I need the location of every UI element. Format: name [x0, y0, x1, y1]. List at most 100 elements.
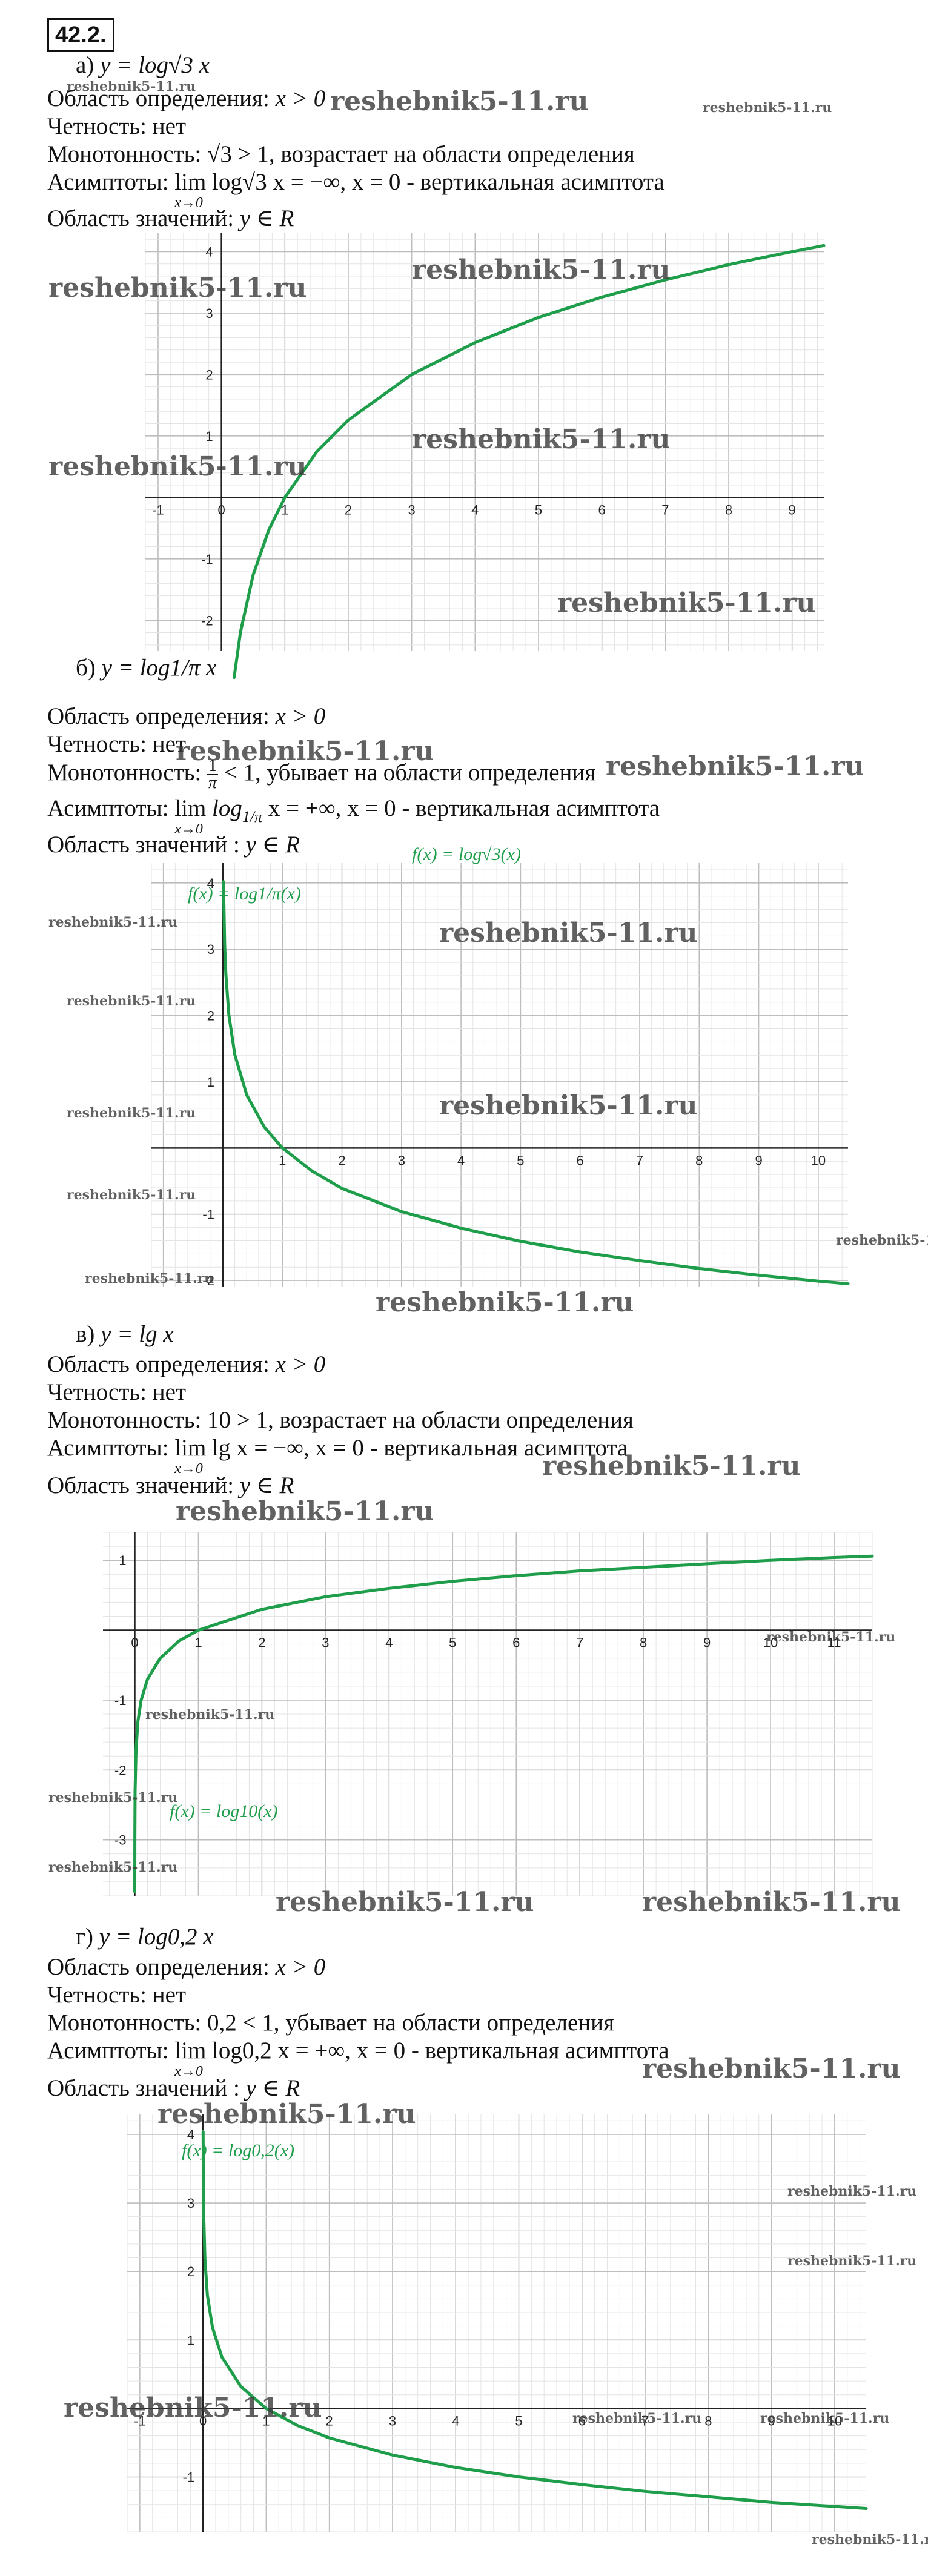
x-tick-label: 2	[338, 1153, 345, 1168]
watermark: reshebnik5-11.ru	[642, 1887, 901, 1918]
function-curve	[233, 243, 826, 680]
part-b-asymptote: Асимптоты: lim x→0 log1/π x = +∞, x = 0 -…	[47, 795, 660, 837]
y-tick-label: 1	[187, 2333, 194, 2348]
y-tick-label: 1	[205, 429, 213, 444]
grid	[151, 863, 848, 1287]
watermark: reshebnik5-11.ru	[439, 1090, 698, 1121]
part-b-range: Область значений : y ∈ R	[47, 832, 300, 858]
x-tick-label: 9	[789, 502, 796, 517]
x-tick-label: 8	[695, 1153, 703, 1168]
part-c-asymptote: Асимптоты: lim x→0 lg x = −∞, x = 0 - вер…	[47, 1435, 628, 1477]
watermark: reshebnik5-11.ru	[48, 273, 307, 303]
part-d-domain: Область определения: x > 0	[47, 1954, 326, 1980]
part-c-heading: в) y = lg x	[76, 1321, 174, 1347]
watermark: reshebnik5-11.ru	[176, 1496, 434, 1527]
watermark: reshebnik5-11.ru	[48, 915, 178, 930]
x-tick-label: 3	[322, 1635, 329, 1651]
watermark: reshebnik5-11.ru	[412, 254, 671, 285]
y-tick-label: -1	[201, 552, 213, 567]
watermark: reshebnik5-11.ru	[787, 2253, 917, 2269]
y-tick-label: 1	[119, 1553, 126, 1568]
y-tick-label: -1	[202, 1207, 214, 1222]
y-tick-label: 2	[205, 367, 213, 382]
part-a-monotonicity: Монотонность: √3 > 1, возрастает на обла…	[47, 141, 635, 167]
x-tick-label: 7	[661, 502, 669, 517]
x-tick-label: 7	[576, 1635, 583, 1651]
watermark: reshebnik5-11.ru	[606, 751, 864, 782]
part-a-domain: Область определения: x > 0	[47, 85, 326, 111]
x-tick-label: 4	[452, 2413, 459, 2428]
x-tick-label: 8	[704, 2413, 712, 2428]
y-tick-label: 2	[187, 2264, 194, 2279]
series-legend: f(x) = log1/π(x)	[188, 884, 301, 904]
watermark: reshebnik5-11.ru	[812, 2532, 928, 2548]
watermark: reshebnik5-11.ru	[276, 1887, 534, 1918]
watermark: reshebnik5-11.ru	[67, 1105, 196, 1121]
y-tick-label: -2	[114, 1763, 127, 1778]
series-legend: f(x) = log10(x)	[170, 1801, 278, 1821]
x-tick-label: 0	[199, 2413, 207, 2428]
grid	[127, 2114, 866, 2532]
x-tick-label: 5	[517, 1153, 524, 1168]
part-a-range: Область значений: y ∈ R	[47, 205, 294, 231]
x-tick-label: 9	[767, 2413, 775, 2428]
x-tick-label: 8	[725, 502, 732, 517]
part-b-domain: Область определения: x > 0	[47, 703, 326, 729]
x-tick-label: 4	[471, 502, 479, 517]
watermark: reshebnik5-11.ru	[85, 1271, 214, 1286]
x-tick-label: 6	[577, 1153, 584, 1168]
x-tick-label: 7	[641, 2413, 649, 2428]
watermark: reshebnik5-11.ru	[48, 451, 307, 482]
watermark: reshebnik5-11.ru	[760, 2411, 890, 2426]
x-tick-label: -1	[152, 502, 164, 517]
x-tick-label: 5	[535, 502, 542, 517]
watermark: reshebnik5-11.ru	[642, 2053, 901, 2084]
part-d-asymptote: Асимптоты: lim x→0 log0,2 x = +∞, x = 0 -…	[47, 2038, 669, 2079]
x-tick-label: 4	[385, 1635, 393, 1651]
watermark: reshebnik5-11.ru	[330, 86, 589, 117]
x-tick-label: -1	[134, 2413, 146, 2428]
part-c-parity: Четность: нет	[47, 1379, 187, 1405]
series-legend: f(x) = log0,2(x)	[182, 2141, 294, 2160]
x-tick-label: 4	[457, 1153, 465, 1168]
series-legend: f(x) = log√3(x)	[412, 844, 521, 864]
x-tick-label: 3	[398, 1153, 405, 1168]
watermark: reshebnik5-11.ru	[542, 1451, 801, 1482]
y-tick-label: -2	[201, 613, 213, 628]
part-d-heading: г) y = log0,2 x	[76, 1924, 214, 1950]
y-tick-label: 2	[207, 1008, 214, 1024]
part-d-range: Область значений : y ∈ R	[47, 2075, 300, 2101]
watermark: reshebnik5-11.ru	[48, 1859, 178, 1875]
part-b-parity: Четность: нет	[47, 731, 187, 757]
watermark: reshebnik5-11.ru	[572, 2411, 702, 2426]
y-tick-label: -1	[114, 1693, 127, 1708]
y-tick-label: -2	[202, 1273, 214, 1288]
x-tick-label: 1	[281, 502, 288, 517]
part-b-heading: б) y = log1/π x	[76, 655, 217, 681]
watermark: reshebnik5-11.ru	[557, 588, 816, 618]
x-tick-label: 2	[326, 2413, 333, 2428]
x-tick-label: 10	[763, 1635, 778, 1651]
watermark: reshebnik5-11.ru	[157, 2099, 416, 2130]
x-tick-label: 6	[512, 1635, 520, 1651]
y-tick-label: 3	[187, 2196, 194, 2211]
y-tick-label: 3	[207, 942, 214, 957]
part-d-parity: Четность: нет	[47, 1982, 187, 2008]
x-tick-label: 0	[131, 1635, 138, 1651]
part-d-function: y = log0,2 x	[99, 1924, 214, 1950]
function-curve	[222, 880, 850, 1285]
watermark: reshebnik5-11.ru	[703, 100, 832, 116]
x-tick-label: 9	[755, 1153, 762, 1168]
watermark: reshebnik5-11.ru	[67, 79, 196, 94]
chart-part-a: -1 0 1 2 3 4 5 6 7 8 9 -2 -1 1 2 3 4 f(x) = log√3(x)	[145, 233, 826, 864]
x-tick-label: 1	[262, 2413, 270, 2428]
x-tick-label: 10	[827, 2413, 842, 2428]
part-d-monotonicity: Монотонность: 0,2 < 1, убывает на област…	[47, 2010, 614, 2036]
x-tick-label: 9	[703, 1635, 711, 1651]
x-tick-label: 3	[389, 2413, 396, 2428]
y-tick-label: 1	[207, 1074, 214, 1090]
part-a-heading: а) y = log√3 x	[76, 52, 210, 78]
